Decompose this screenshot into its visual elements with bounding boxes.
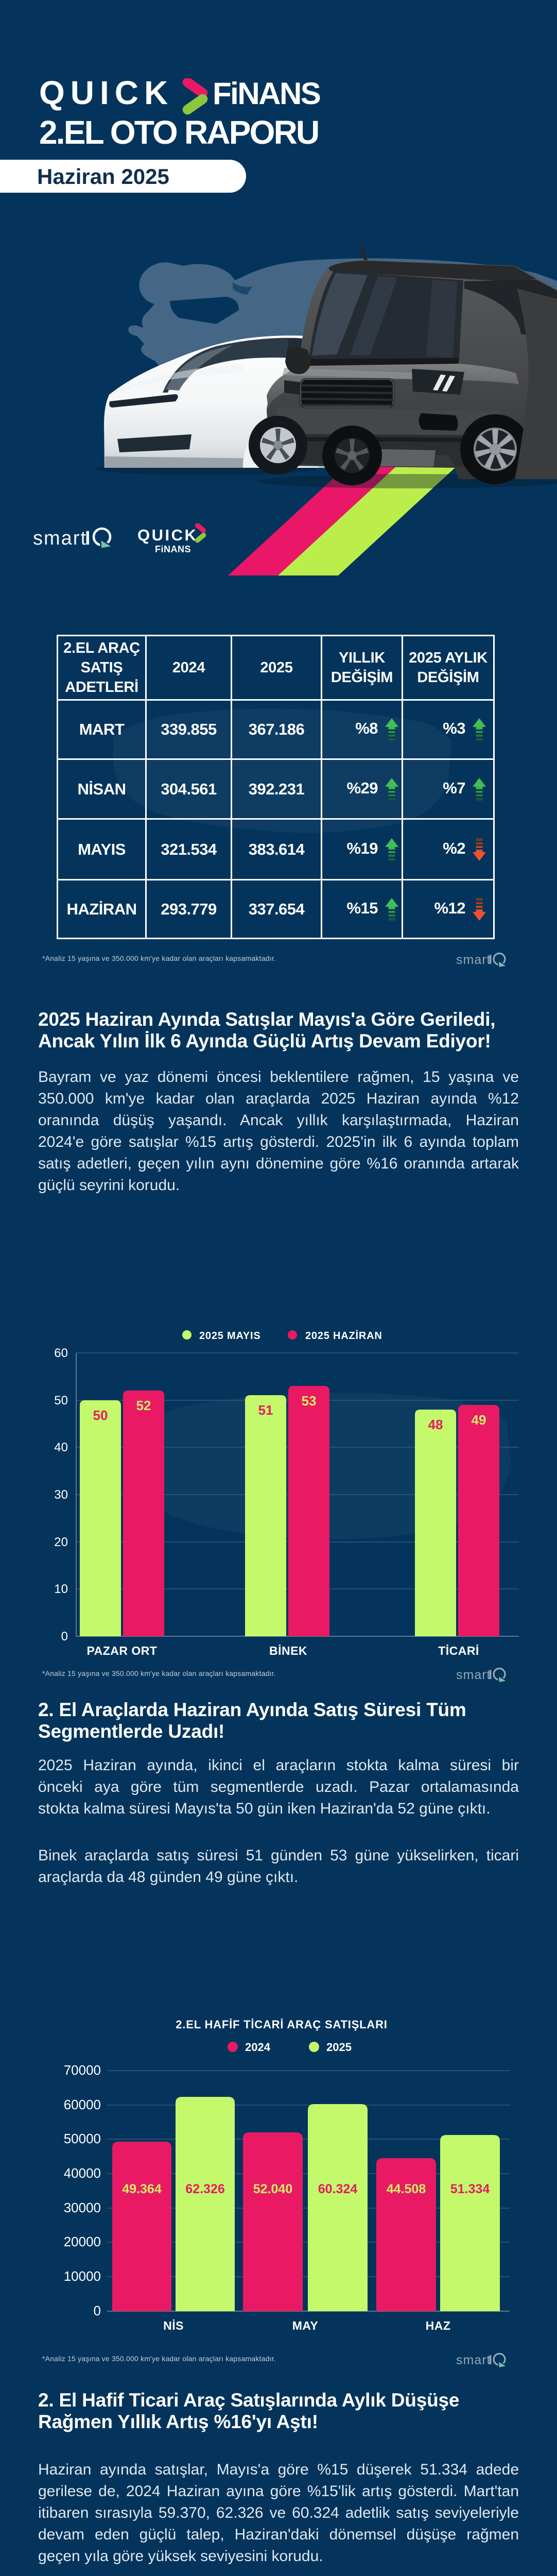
svg-text:62.326: 62.326 — [185, 2182, 224, 2196]
svg-text:40: 40 — [54, 1440, 68, 1454]
svg-text:2025 MAYIS: 2025 MAYIS — [199, 1330, 261, 1342]
svg-text:60: 60 — [54, 1346, 68, 1360]
svg-text:I: I — [489, 953, 492, 967]
svg-text:49.364: 49.364 — [122, 2182, 162, 2196]
svg-text:0: 0 — [61, 1630, 68, 1643]
svg-text:52.040: 52.040 — [253, 2182, 292, 2196]
svg-text:30000: 30000 — [64, 2200, 101, 2215]
svg-text:2025 HAZİRAN: 2025 HAZİRAN — [305, 1330, 382, 1342]
svg-text:QUICK: QUICK — [39, 78, 173, 111]
svg-text:30: 30 — [54, 1488, 68, 1502]
svg-text:10000: 10000 — [64, 2268, 101, 2284]
svg-text:51: 51 — [258, 1402, 273, 1418]
svg-text:50: 50 — [54, 1394, 68, 1408]
svg-text:60.324: 60.324 — [318, 2182, 358, 2196]
svg-text:2024: 2024 — [245, 2041, 271, 2054]
svg-text:49: 49 — [472, 1412, 486, 1428]
svg-text:smart: smart — [456, 953, 491, 967]
svg-text:52: 52 — [136, 1398, 151, 1413]
svg-text:HAZ: HAZ — [426, 2319, 451, 2332]
svg-text:TİCARİ: TİCARİ — [438, 1644, 479, 1657]
svg-text:BİNEK: BİNEK — [269, 1644, 307, 1657]
svg-text:0: 0 — [94, 2303, 101, 2318]
svg-text:PAZAR ORT: PAZAR ORT — [87, 1644, 158, 1657]
svg-text:QUICK: QUICK — [137, 526, 198, 544]
svg-text:20: 20 — [54, 1535, 68, 1549]
svg-text:I: I — [489, 2353, 492, 2367]
svg-text:51.334: 51.334 — [450, 2182, 490, 2196]
svg-text:FiNANS: FiNANS — [155, 544, 191, 554]
svg-text:I: I — [489, 1668, 492, 1682]
svg-text:smart: smart — [456, 1668, 491, 1682]
svg-text:20000: 20000 — [64, 2234, 101, 2249]
svg-text:60000: 60000 — [64, 2097, 101, 2112]
svg-text:10: 10 — [54, 1582, 68, 1596]
svg-text:50000: 50000 — [64, 2131, 101, 2146]
svg-text:NİS: NİS — [163, 2319, 184, 2332]
svg-text:2025: 2025 — [326, 2041, 352, 2054]
svg-text:I: I — [85, 528, 91, 549]
svg-text:2.EL HAFİF TİCARİ ARAÇ SATIŞLA: 2.EL HAFİF TİCARİ ARAÇ SATIŞLARI — [176, 2018, 387, 2031]
svg-text:70000: 70000 — [64, 2062, 101, 2078]
svg-text:MAY: MAY — [292, 2319, 319, 2332]
svg-text:44.508: 44.508 — [387, 2182, 426, 2196]
svg-text:53: 53 — [302, 1393, 317, 1409]
svg-text:40000: 40000 — [64, 2165, 101, 2181]
svg-text:48: 48 — [428, 1417, 443, 1432]
svg-text:smart: smart — [33, 528, 87, 549]
svg-text:50: 50 — [93, 1408, 108, 1423]
svg-text:FiNANS: FiNANS — [213, 78, 320, 111]
svg-text:smart: smart — [456, 2353, 491, 2367]
